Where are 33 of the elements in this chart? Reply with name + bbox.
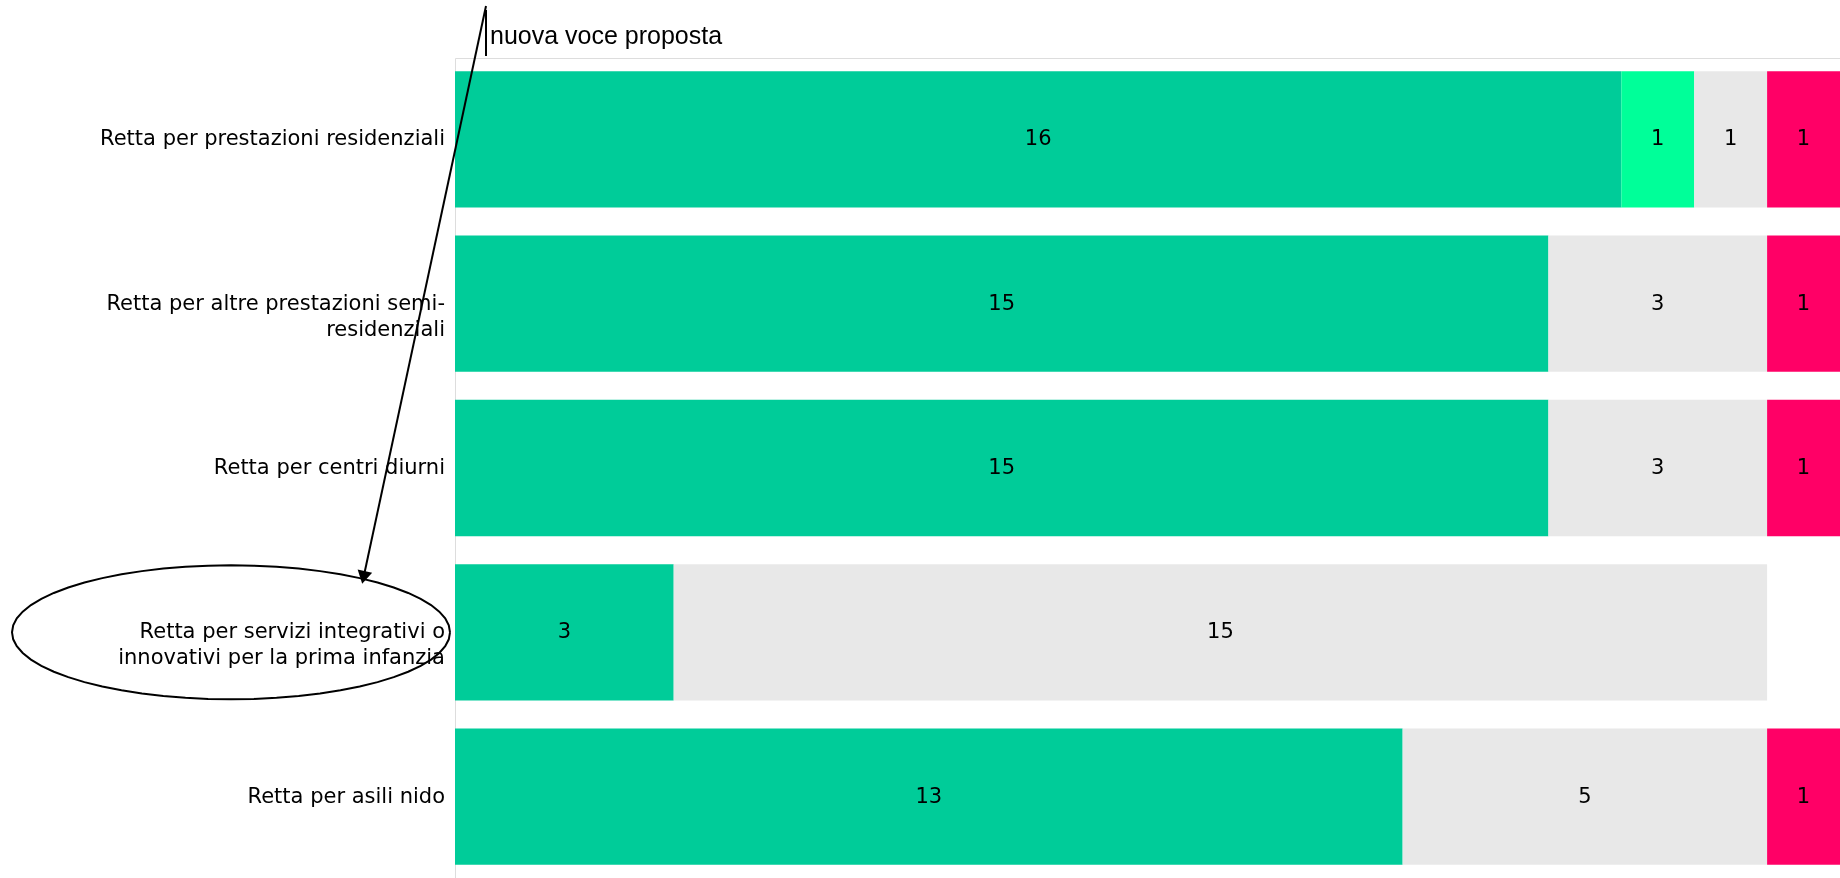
y-tick-label: Retta per asili nido: [247, 783, 445, 808]
data-label: 1: [1651, 126, 1665, 151]
bar: [1402, 728, 1768, 865]
bar: [455, 71, 1622, 208]
bar: [673, 564, 1768, 701]
bar: [1767, 399, 1840, 537]
data-label: 3: [557, 619, 572, 644]
data-label: 1: [1723, 126, 1738, 151]
bar: [1767, 728, 1840, 865]
bar: [1767, 235, 1840, 372]
bar: [455, 399, 1549, 537]
bar: [455, 728, 1403, 865]
data-label: 15: [1207, 619, 1234, 644]
bar: [1694, 71, 1768, 208]
data-label: 16: [1024, 126, 1052, 151]
bar: [1621, 71, 1695, 208]
bar: [1767, 71, 1840, 208]
data-label: 15: [988, 455, 1016, 479]
y-tick-label: Retta per prestazioni residenziali: [100, 126, 445, 151]
data-label: 1: [1796, 455, 1811, 479]
bar: [1548, 235, 1768, 372]
bar: [455, 235, 1549, 372]
data-label: 1: [1796, 290, 1811, 315]
text: nuova voce proposta: [490, 21, 723, 49]
data-label: 3: [1651, 455, 1665, 479]
data-label: 1: [1796, 126, 1811, 151]
data-label: 1: [1796, 783, 1811, 808]
data-label: 3: [1651, 290, 1665, 315]
data-label: 13: [915, 783, 943, 808]
bar: [1548, 399, 1768, 537]
data-label: 5: [1578, 783, 1592, 808]
data-label: 15: [988, 290, 1016, 315]
bar: [455, 564, 674, 701]
